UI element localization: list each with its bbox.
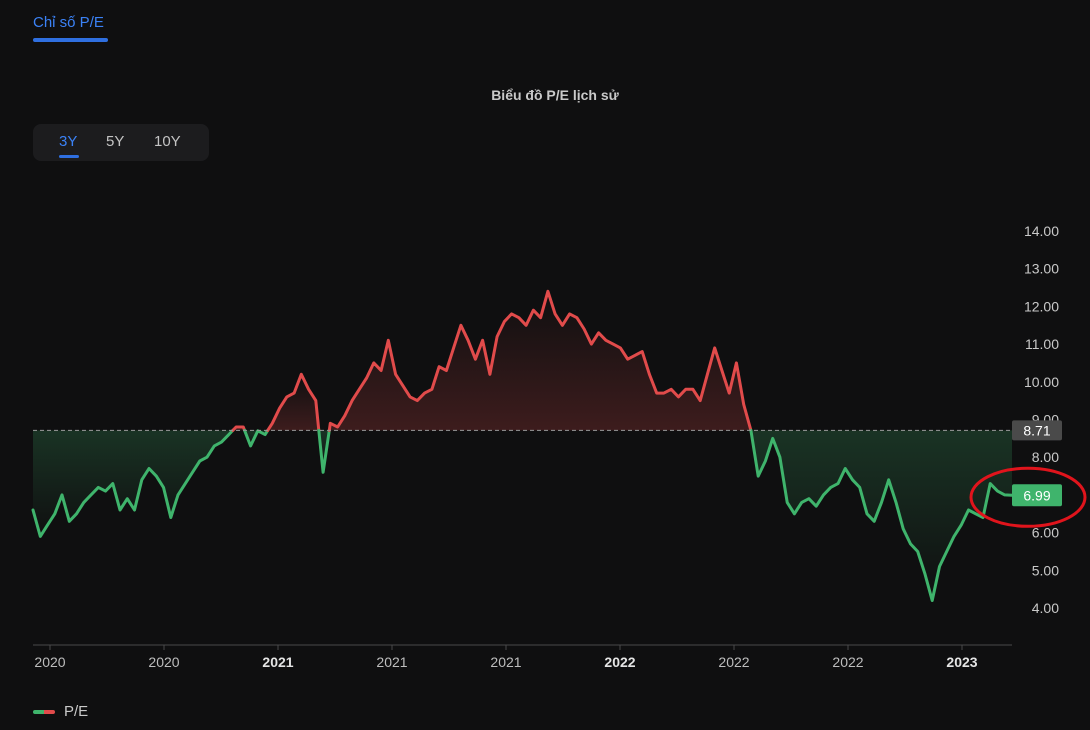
y-tick-label: 11.00 (1025, 336, 1059, 352)
x-tick-label: 2021 (490, 654, 521, 670)
pe-line-below-6 (749, 428, 1014, 602)
y-tick-label: 14.00 (1024, 223, 1059, 239)
last-value-label: 6.99 (1023, 487, 1050, 503)
y-tick-label: 6.00 (1032, 525, 1059, 541)
range-option-5y[interactable]: 5Y (106, 133, 125, 150)
tab-active-indicator (33, 38, 108, 42)
legend-label: P/E (64, 703, 89, 720)
pe-line-above-1 (231, 425, 247, 432)
pe-line-above-3 (266, 372, 321, 432)
pe-area-below-0 (33, 430, 233, 537)
pe-line-above-5 (327, 289, 753, 432)
pe-area-above-3 (267, 374, 319, 431)
range-selector: 3Y 5Y 10Y (33, 124, 209, 161)
range-active-indicator (59, 155, 79, 158)
x-tick-label: 2022 (604, 654, 635, 670)
reference-value-label: 8.71 (1023, 422, 1050, 438)
y-tick-label: 10.00 (1024, 374, 1059, 390)
x-tick-label: 2022 (718, 654, 749, 670)
tab-pe-ratio[interactable]: Chỉ số P/E (33, 14, 104, 31)
pe-line-below-0 (31, 428, 235, 538)
x-tick-label: 2020 (34, 654, 65, 670)
x-tick-label: 2023 (946, 654, 977, 670)
x-tick-label: 2021 (262, 654, 293, 670)
reference-badge (1012, 420, 1062, 441)
last-value-badge (1012, 484, 1062, 507)
pe-area-below-6 (750, 430, 1012, 601)
y-tick-label: 8.00 (1032, 449, 1059, 465)
y-tick-label: 5.00 (1032, 562, 1059, 578)
range-option-10y[interactable]: 10Y (154, 133, 181, 150)
y-tick-label: 4.00 (1032, 600, 1059, 616)
chart-legend: P/E (33, 703, 88, 720)
pe-line-below-4 (317, 428, 331, 474)
range-option-3y[interactable]: 3Y (59, 133, 78, 150)
pe-area-above-5 (329, 291, 751, 431)
highlight-circle (969, 466, 1087, 528)
x-tick-label: 2022 (832, 654, 863, 670)
y-tick-label: 13.00 (1024, 261, 1059, 277)
x-tick-label: 2020 (148, 654, 179, 670)
y-tick-label: 12.00 (1024, 298, 1059, 314)
x-tick-label: 2021 (376, 654, 407, 670)
legend-swatch (33, 710, 55, 715)
chart-title: Biểu đồ P/E lịch sử (491, 87, 619, 103)
